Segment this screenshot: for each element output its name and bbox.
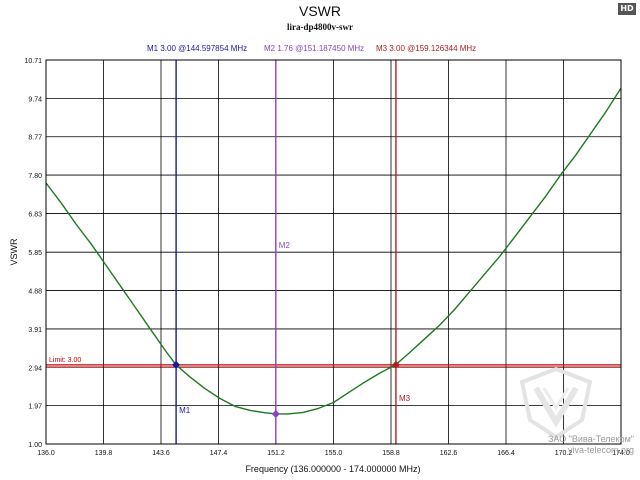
y-tick-label: 1.97 [28, 404, 42, 411]
x-tick-label: 143.6 [152, 450, 170, 457]
y-tick-label: 3.91 [28, 327, 42, 334]
limit-label: Limit: 3.00 [49, 357, 81, 364]
y-tick-label: 1.00 [28, 442, 42, 449]
x-tick-label: 151.2 [267, 450, 285, 457]
marker-label-m2: M2 [279, 241, 291, 250]
chart-subtitle: lira-dp4800v-swr [287, 22, 353, 32]
watermark-site: viva-telecom.org [567, 445, 634, 455]
y-tick-label: 4.88 [28, 289, 42, 296]
marker-readout-m3: M3 3.00 @159.126344 MHz [376, 44, 476, 53]
marker-label-m3: M3 [399, 394, 411, 403]
y-tick-label: 7.80 [28, 173, 42, 180]
x-tick-label: 139.8 [95, 450, 113, 457]
y-tick-label: 2.94 [28, 365, 42, 372]
marker-lines: M1 M2 M3 [175, 60, 411, 444]
marker-label-m1: M1 [179, 406, 191, 415]
y-tick-label: 8.77 [28, 135, 42, 142]
marker-points [172, 360, 400, 418]
x-tick-label: 170.2 [555, 450, 573, 457]
watermark-company: ЗАО "Вива-Телеком" [547, 434, 634, 444]
x-tick-label: 174.0 [612, 450, 630, 457]
watermark-logo-icon [519, 366, 593, 440]
y-tick-label: 6.83 [28, 211, 42, 218]
plot-frame [45, 59, 622, 445]
hd-badge: HD [618, 3, 636, 15]
limit-line-group: Limit: 3.00 [46, 357, 621, 368]
y-axis-label: VSWR [9, 238, 19, 266]
chart-title: VSWR [299, 3, 341, 19]
x-tick-label: 158.8 [382, 450, 400, 457]
x-axis-label: Frequency (136.000000 - 174.000000 MHz) [245, 464, 420, 474]
x-tick-label: 166.4 [497, 450, 515, 457]
marker-point-m2 [271, 409, 280, 418]
y-tick-label: 10.71 [24, 58, 42, 65]
marker-point-m1 [172, 360, 181, 369]
x-tick-label: 147.4 [210, 450, 228, 457]
x-tick-labels: 136.0 139.8 143.6 147.4 151.2 155.0 158.8 162.6… [37, 450, 630, 457]
series-line-vswr [45, 87, 622, 415]
y-tick-label: 5.85 [28, 250, 42, 257]
marker-readout-m2: M2 1.76 @151.187450 MHz [264, 44, 364, 53]
y-tick-labels: 1.00 1.97 2.94 3.91 4.88 5.85 6.83 7.80 8.77 9.74… [24, 58, 42, 449]
watermark: ЗАО "Вива-Телеком" viva-telecom.org [502, 434, 634, 456]
marker-readout-m1: M1 3.00 @144.597854 MHz [147, 44, 247, 53]
marker-point-m3 [391, 360, 400, 369]
x-tick-label: 136.0 [37, 450, 55, 457]
y-tick-label: 9.74 [28, 96, 42, 103]
marker-readout: M1 3.00 @144.597854 MHz M2 1.76 @151.187… [147, 44, 476, 53]
x-tick-label: 155.0 [325, 450, 343, 457]
x-tick-label: 162.6 [440, 450, 458, 457]
